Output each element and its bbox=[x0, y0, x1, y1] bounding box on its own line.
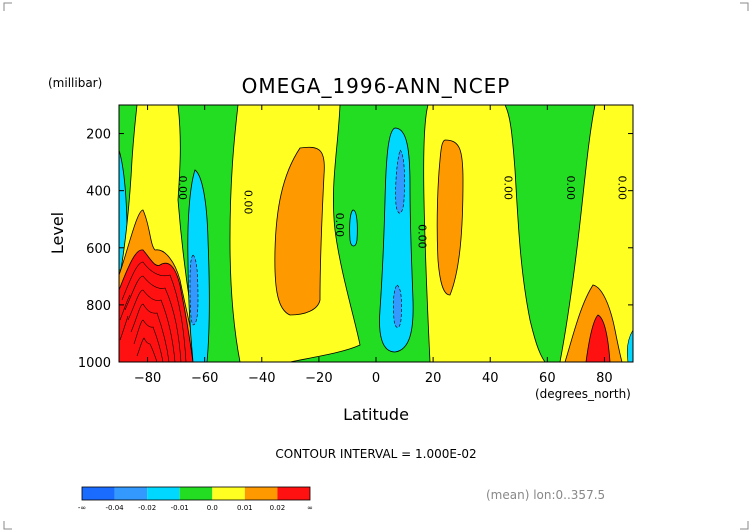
colorbar-swatch bbox=[212, 487, 245, 500]
x-tick-label: 60 bbox=[539, 371, 556, 386]
footnote-text: (mean) lon:0..357.5 bbox=[486, 488, 605, 502]
y-tick-label: 1000 bbox=[78, 356, 111, 371]
y-tick-label: 400 bbox=[86, 185, 111, 200]
contour-label: 0.00 bbox=[501, 176, 514, 201]
colorbar-swatch bbox=[82, 487, 115, 500]
y-tick-label: 200 bbox=[86, 128, 111, 143]
colorbar-label: ∞ bbox=[307, 504, 313, 512]
field-blue-sh bbox=[189, 254, 199, 326]
colorbar-frame bbox=[81, 486, 311, 501]
field-red-nh bbox=[585, 314, 611, 362]
colorbar-label: 0.01 bbox=[237, 504, 253, 512]
field-blue-nh-upper bbox=[395, 149, 405, 214]
x-tick-label: −40 bbox=[248, 371, 275, 386]
red-contour-lines bbox=[119, 261, 187, 362]
x-units-label: (degrees_north) bbox=[535, 387, 631, 401]
y-tick-label: 800 bbox=[86, 299, 111, 314]
field-yellow-nh-2 bbox=[559, 105, 633, 362]
field-cyan-nh bbox=[379, 127, 414, 353]
x-tick-label: −60 bbox=[191, 371, 218, 386]
x-axis-label: Latitude bbox=[343, 405, 409, 424]
x-tick-label: 40 bbox=[482, 371, 499, 386]
chart-title: OMEGA_1996-ANN_NCEP bbox=[242, 74, 511, 98]
colorbar-label: -0.01 bbox=[171, 504, 189, 512]
contour-label: 0.00 bbox=[616, 176, 629, 201]
x-tick-label: 20 bbox=[425, 371, 442, 386]
colorbar-swatch bbox=[147, 487, 180, 500]
colorbar-swatch bbox=[179, 487, 213, 500]
x-tick-label: 80 bbox=[596, 371, 613, 386]
field-cyan-np bbox=[626, 329, 633, 362]
colorbar-label: 0.0 bbox=[207, 504, 218, 512]
contour-label: 0.00 bbox=[242, 190, 255, 215]
colorbar-swatch bbox=[114, 487, 148, 500]
y-axis-label: Level bbox=[48, 212, 67, 254]
contour-fill bbox=[119, 105, 633, 362]
colorbar-label: 0.02 bbox=[270, 504, 286, 512]
contour-label: 0.00 bbox=[176, 176, 189, 201]
colorbar-swatch bbox=[244, 487, 278, 500]
field-orange-sh-2 bbox=[274, 146, 325, 316]
corner-marks bbox=[3, 2, 749, 530]
x-tick-label: −80 bbox=[134, 371, 161, 386]
colorbar-label: -∞ bbox=[78, 504, 86, 512]
colorbar-swatch bbox=[277, 487, 310, 500]
colorbar-label: -0.02 bbox=[138, 504, 156, 512]
x-tick-label: 0 bbox=[372, 371, 380, 386]
field-blue-nh-lower bbox=[393, 284, 402, 328]
field-red-sh bbox=[119, 249, 194, 362]
colorbar-label: -0.04 bbox=[106, 504, 125, 512]
x-tick-label: −20 bbox=[305, 371, 332, 386]
contour-label: 0.00 bbox=[333, 213, 346, 238]
colorbar: -∞ -0.04 -0.02 -0.01 0.0 0.01 0.02 ∞ bbox=[78, 486, 313, 512]
field-orange-nh-1 bbox=[436, 139, 464, 296]
contour-labels: 0.00 0.00 0.00 0.00 0.00 0.00 0.00 bbox=[176, 176, 629, 249]
contour-label: 0.00 bbox=[416, 224, 429, 249]
x-axis: −80 −60 −40 −20 0 20 40 60 80 bbox=[134, 105, 613, 386]
contour-interval-text: CONTOUR INTERVAL = 1.000E-02 bbox=[275, 447, 476, 461]
y-units-label: (millibar) bbox=[48, 76, 102, 90]
contour-label: 0.00 bbox=[564, 176, 577, 201]
y-axis: 200 400 600 800 1000 bbox=[78, 128, 633, 371]
field-cyan-eq-small bbox=[349, 209, 358, 247]
y-tick-label: 600 bbox=[86, 242, 111, 257]
